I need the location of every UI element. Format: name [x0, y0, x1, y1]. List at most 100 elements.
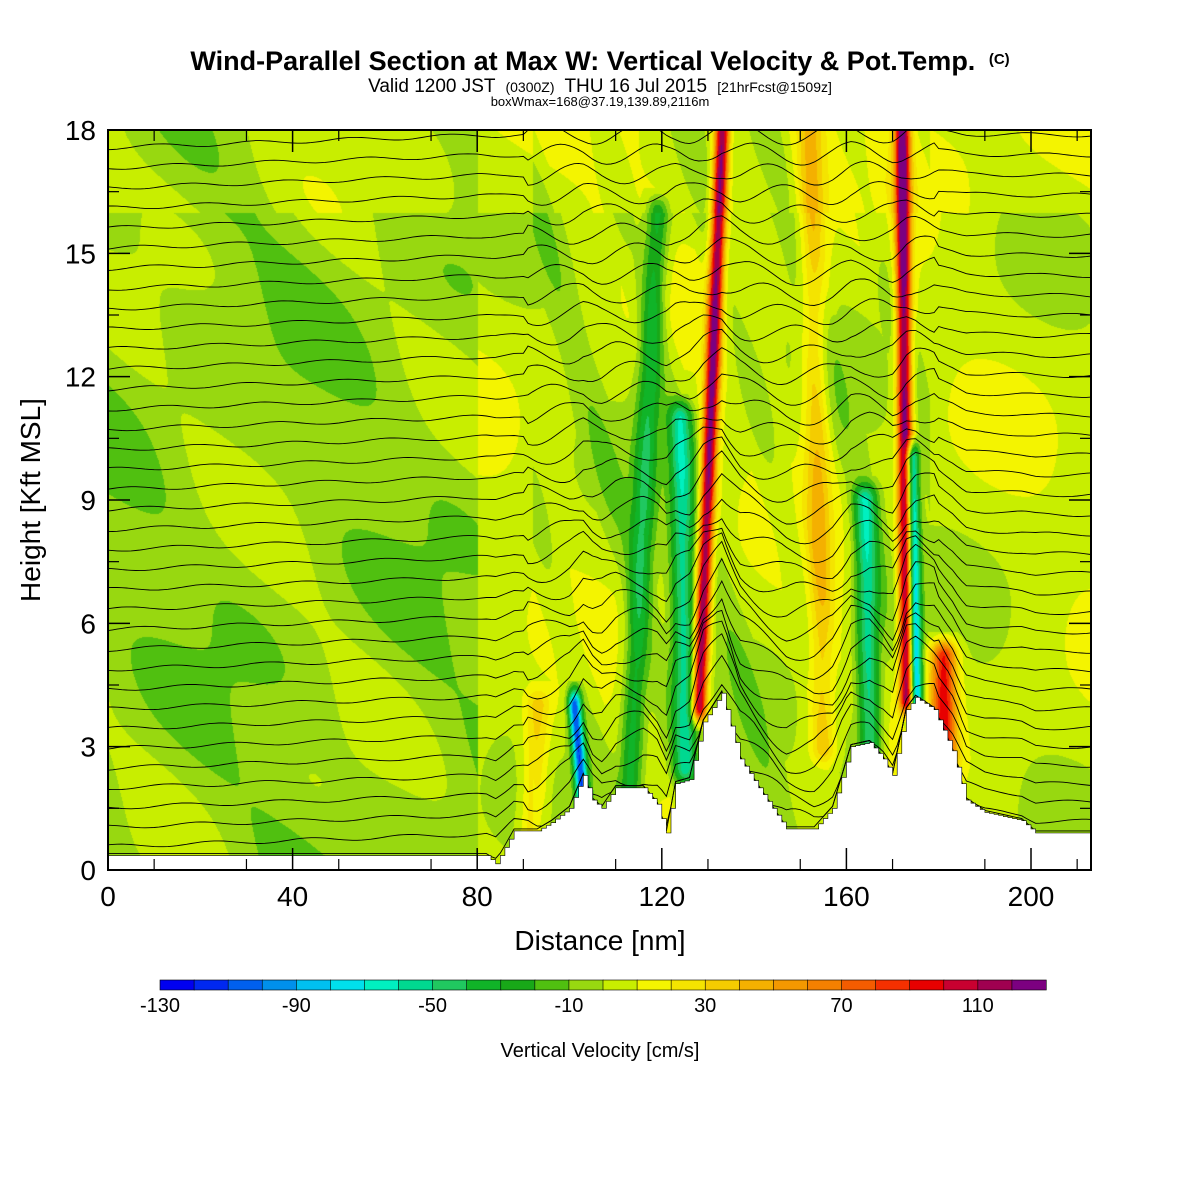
theta-contour [108, 393, 1091, 432]
theta-contour [108, 518, 1091, 572]
plot-area [108, 130, 1091, 870]
colorbar-swatch [227, 979, 263, 991]
x-tick-label: 80 [462, 881, 493, 912]
y-tick-label: 6 [80, 608, 96, 639]
theta-contour [108, 235, 1091, 271]
colorbar-label: 30 [694, 995, 716, 1017]
theta-contour [108, 654, 1091, 771]
colorbar-swatch [977, 979, 1013, 991]
theta-contour [108, 215, 1091, 250]
colorbar-swatch [568, 979, 604, 991]
theta-contour [108, 368, 1091, 412]
theta-contour [108, 141, 1091, 170]
y-tick-label: 15 [65, 238, 96, 269]
subtitle-box-wmax: boxWmax=168@37.19,139.89,2116m [491, 94, 710, 109]
colorbar-swatch [943, 979, 979, 991]
theta-contour [108, 557, 1091, 652]
theta-contour [108, 597, 1091, 691]
theta-contour [108, 314, 1091, 350]
colorbar-swatch [193, 979, 229, 991]
theta-contour [108, 278, 1091, 311]
theta-contour [108, 532, 1091, 610]
subtitle-valid: Valid 1200 JST [368, 76, 496, 97]
theta-contour [108, 160, 1091, 190]
colorbar-label: -90 [282, 995, 311, 1017]
colorbar-swatch [704, 979, 740, 991]
x-tick-label: 160 [823, 881, 870, 912]
y-tick-label: 9 [80, 485, 96, 516]
theta-contour [108, 328, 1091, 370]
x-tick-label: 200 [1008, 881, 1055, 912]
theta-contour [108, 579, 1091, 672]
colorbar-swatch [330, 979, 366, 991]
y-tick-label: 12 [65, 362, 96, 393]
theta-contour [108, 426, 1091, 471]
theta-contour [108, 411, 1091, 451]
theta-contour [108, 633, 1091, 750]
svg-text:Valid 1200 JST (0300Z): Valid 1200 JST (0300Z) THU 16 Jul 2015 [… [368, 76, 832, 97]
colorbar-swatch [739, 979, 774, 991]
x-tick-label: 120 [638, 881, 685, 912]
theta-contour [108, 494, 1091, 552]
title-block: Wind-Parallel Section at Max W: Vertical… [190, 46, 1009, 109]
colorbar-label: -130 [140, 995, 180, 1017]
colorbar-swatch [398, 979, 434, 991]
theta-contour [108, 450, 1091, 512]
colorbar-swatch [773, 979, 809, 991]
colorbar-swatch [841, 979, 877, 991]
theta-contour [108, 436, 1091, 490]
colorbar-label: -10 [554, 995, 583, 1017]
colorbar-swatch [432, 979, 468, 991]
colorbar-swatch [534, 979, 570, 991]
colorbar-swatch [296, 979, 331, 991]
colorbar-label: 110 [962, 995, 994, 1017]
x-axis-title: Distance [nm] [514, 925, 685, 956]
colorbar: -130 -90 -50 -10 30 70 110 [140, 979, 1047, 1017]
theta-contour [108, 130, 1091, 151]
potential-temperature-contours [108, 130, 1091, 859]
title-mark: (C) [989, 51, 1010, 68]
subtitle-zulu: (0300Z) [505, 79, 554, 95]
subtitle-forecast: [21hrFcst@1509z] [717, 79, 832, 95]
y-axis: 0 3 6 9 12 15 18 [65, 115, 1091, 886]
colorbar-swatch [807, 979, 843, 991]
theta-contour [108, 256, 1091, 291]
x-axis: 0 40 80 120 160 200 [100, 130, 1078, 912]
colorbar-label: -50 [418, 995, 447, 1017]
svg-text:Wind-Parallel Section at Max W: Wind-Parallel Section at Max W: Vertical… [190, 46, 1009, 76]
colorbar-swatch [909, 979, 945, 991]
theta-contour [108, 620, 1091, 730]
subtitle-date: THU 16 Jul 2015 [564, 76, 707, 97]
colorbar-label: 70 [830, 995, 852, 1017]
colorbar-swatch [1011, 979, 1047, 991]
theta-contour [108, 181, 1091, 210]
theta-contour [108, 527, 1091, 591]
theta-contour [108, 198, 1091, 229]
theta-contour [108, 347, 1091, 392]
colorbar-swatch [500, 979, 536, 991]
colorbar-swatch [466, 979, 502, 991]
colorbar-swatch [670, 979, 706, 991]
colorbar-swatch [636, 979, 672, 991]
theta-contour [108, 472, 1091, 533]
theta-contour [108, 298, 1091, 330]
colorbar-swatch [261, 979, 297, 991]
colorbar-title: Vertical Velocity [cm/s] [501, 1040, 700, 1062]
colorbar-swatch [602, 979, 638, 991]
y-tick-label: 0 [80, 855, 96, 886]
colorbar-swatch [875, 979, 911, 991]
chart-title: Wind-Parallel Section at Max W: Vertical… [190, 46, 975, 76]
colorbar-swatch [364, 979, 400, 991]
colorbar-swatch [159, 979, 195, 991]
terrain-mask [108, 692, 1091, 870]
y-axis-title: Height [Kft MSL] [15, 398, 46, 602]
theta-contour [108, 609, 1091, 711]
theta-contour [108, 540, 1091, 632]
theta-contour [108, 690, 1091, 810]
y-tick-label: 3 [80, 732, 96, 763]
theta-contour [108, 683, 1091, 791]
y-tick-label: 18 [65, 115, 96, 146]
x-tick-label: 0 [100, 881, 116, 912]
x-tick-label: 40 [277, 881, 308, 912]
